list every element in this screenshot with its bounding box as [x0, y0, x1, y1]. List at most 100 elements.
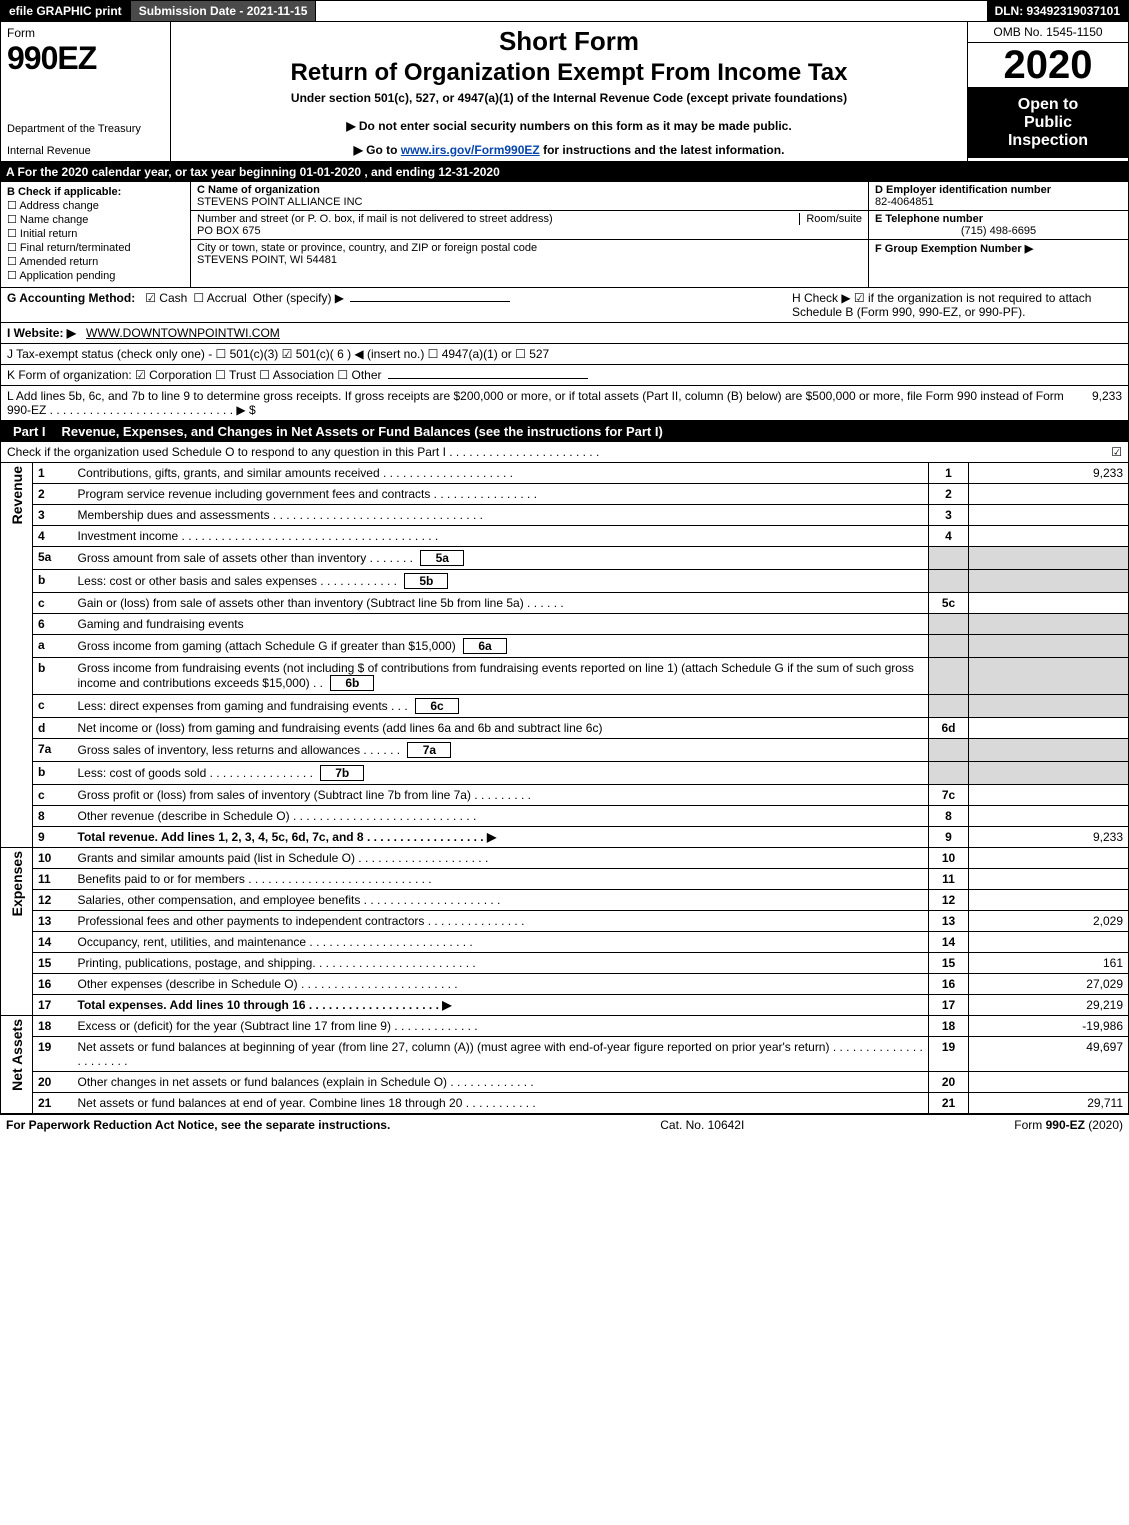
line-number: 8: [33, 806, 73, 827]
line-value: [969, 526, 1129, 547]
line-number: b: [33, 658, 73, 695]
line-description: Gain or (loss) from sale of assets other…: [73, 593, 929, 614]
header-right: OMB No. 1545-1150 2020 Open to Public In…: [968, 22, 1128, 161]
line-box-number: [929, 762, 969, 785]
part-i-check-icon: ☑: [1111, 445, 1122, 459]
line-box-number: 7c: [929, 785, 969, 806]
expenses-table: Expenses10Grants and similar amounts pai…: [0, 848, 1129, 1016]
col-b-checkbox[interactable]: Initial return: [7, 227, 184, 240]
line-box-number: 9: [929, 827, 969, 848]
line-description: Occupancy, rent, utilities, and maintena…: [73, 932, 929, 953]
table-row: 4Investment income . . . . . . . . . . .…: [1, 526, 1129, 547]
col-b-checkbox[interactable]: Address change: [7, 199, 184, 212]
header-left: Form 990EZ Department of the Treasury In…: [1, 22, 171, 161]
line-description: Grants and similar amounts paid (list in…: [73, 848, 929, 869]
col-b-checkbox[interactable]: Amended return: [7, 255, 184, 268]
line-number: c: [33, 785, 73, 806]
k-text: K Form of organization: ☑ Corporation ☐ …: [7, 368, 382, 382]
submission-date: Submission Date - 2021-11-15: [131, 1, 317, 21]
line-number: 6: [33, 614, 73, 635]
line-box-number: [929, 739, 969, 762]
inner-line-box: 6a: [463, 638, 507, 654]
line-description: Less: direct expenses from gaming and fu…: [73, 695, 929, 718]
website-value[interactable]: WWW.DOWNTOWNPOINTWI.COM: [86, 326, 280, 340]
line-number: 2: [33, 484, 73, 505]
phone-value: (715) 498-6695: [875, 225, 1122, 237]
line-value: [969, 890, 1129, 911]
line-description: Program service revenue including govern…: [73, 484, 929, 505]
line-value: [969, 762, 1129, 785]
efile-label[interactable]: efile GRAPHIC print: [1, 1, 131, 21]
table-row: cGain or (loss) from sale of assets othe…: [1, 593, 1129, 614]
g-label: G Accounting Method:: [7, 291, 135, 305]
line-description: Benefits paid to or for members . . . . …: [73, 869, 929, 890]
addr-label: Number and street (or P. O. box, if mail…: [197, 213, 553, 225]
c-label: C Name of organization: [197, 184, 320, 196]
line-box-number: 5c: [929, 593, 969, 614]
table-row: 16Other expenses (describe in Schedule O…: [1, 974, 1129, 995]
footer-right: Form 990-EZ (2020): [1014, 1118, 1123, 1132]
irs-link[interactable]: www.irs.gov/Form990EZ: [401, 143, 540, 157]
line-i: I Website: ▶ WWW.DOWNTOWNPOINTWI.COM: [0, 323, 1129, 344]
line-value: [969, 806, 1129, 827]
line-value: [969, 785, 1129, 806]
line-value: 49,697: [969, 1037, 1129, 1072]
dept-irs: Internal Revenue: [7, 145, 164, 157]
line-box-number: [929, 635, 969, 658]
revenue-side-label: Revenue: [1, 463, 33, 848]
line-value: [969, 1072, 1129, 1093]
g-accrual: ☐ Accrual: [193, 291, 246, 305]
inner-line-box: 7b: [320, 765, 364, 781]
line-description: Total revenue. Add lines 1, 2, 3, 4, 5c,…: [73, 827, 929, 848]
line-description: Net assets or fund balances at end of ye…: [73, 1093, 929, 1114]
col-b-checkbox[interactable]: Application pending: [7, 269, 184, 282]
line-box-number: 19: [929, 1037, 969, 1072]
table-row: Expenses10Grants and similar amounts pai…: [1, 848, 1129, 869]
table-row: 6Gaming and fundraising events: [1, 614, 1129, 635]
table-row: cGross profit or (loss) from sales of in…: [1, 785, 1129, 806]
line-box-number: 21: [929, 1093, 969, 1114]
dept-treasury: Department of the Treasury: [7, 123, 164, 135]
under-section-text: Under section 501(c), 527, or 4947(a)(1)…: [179, 91, 959, 105]
part-i-sub: Check if the organization used Schedule …: [7, 445, 1105, 459]
line-box-number: 20: [929, 1072, 969, 1093]
line-box-number: [929, 614, 969, 635]
table-row: aGross income from gaming (attach Schedu…: [1, 635, 1129, 658]
table-row: Revenue1Contributions, gifts, grants, an…: [1, 463, 1129, 484]
table-row: 8Other revenue (describe in Schedule O) …: [1, 806, 1129, 827]
line-value: [969, 658, 1129, 695]
table-row: 21Net assets or fund balances at end of …: [1, 1093, 1129, 1114]
line-number: b: [33, 762, 73, 785]
info-block: B Check if applicable: Address changeNam…: [0, 182, 1129, 288]
l-amount: 9,233: [1092, 389, 1122, 403]
line-value: [969, 593, 1129, 614]
line-value: 9,233: [969, 827, 1129, 848]
form-number: 990EZ: [7, 40, 164, 77]
line-g-h: G Accounting Method: ☑ Cash ☐ Accrual Ot…: [0, 288, 1129, 323]
col-b-header: B Check if applicable:: [7, 186, 184, 198]
line-number: 19: [33, 1037, 73, 1072]
line-box-number: 2: [929, 484, 969, 505]
line-box-number: 12: [929, 890, 969, 911]
table-row: 20Other changes in net assets or fund ba…: [1, 1072, 1129, 1093]
line-number: c: [33, 593, 73, 614]
l-text: L Add lines 5b, 6c, and 7b to line 9 to …: [7, 389, 1086, 417]
tax-year: 2020: [968, 43, 1128, 87]
part-i-band: Part I Revenue, Expenses, and Changes in…: [0, 421, 1129, 442]
line-number: 11: [33, 869, 73, 890]
g-other-blank: [350, 301, 510, 302]
f-label: F Group Exemption Number ▶: [875, 243, 1033, 255]
dln-label: DLN: 93492319037101: [987, 1, 1128, 21]
footer-mid: Cat. No. 10642I: [660, 1118, 744, 1132]
table-row: 2Program service revenue including gover…: [1, 484, 1129, 505]
line-box-number: 3: [929, 505, 969, 526]
line-number: 17: [33, 995, 73, 1016]
line-box-number: 16: [929, 974, 969, 995]
table-row: 7aGross sales of inventory, less returns…: [1, 739, 1129, 762]
col-b-checkbox[interactable]: Name change: [7, 213, 184, 226]
table-row: 17Total expenses. Add lines 10 through 1…: [1, 995, 1129, 1016]
city-state-zip: STEVENS POINT, WI 54481: [197, 254, 337, 266]
line-a: A For the 2020 calendar year, or tax yea…: [0, 162, 1129, 182]
line-box-number: 13: [929, 911, 969, 932]
col-b-checkbox[interactable]: Final return/terminated: [7, 241, 184, 254]
